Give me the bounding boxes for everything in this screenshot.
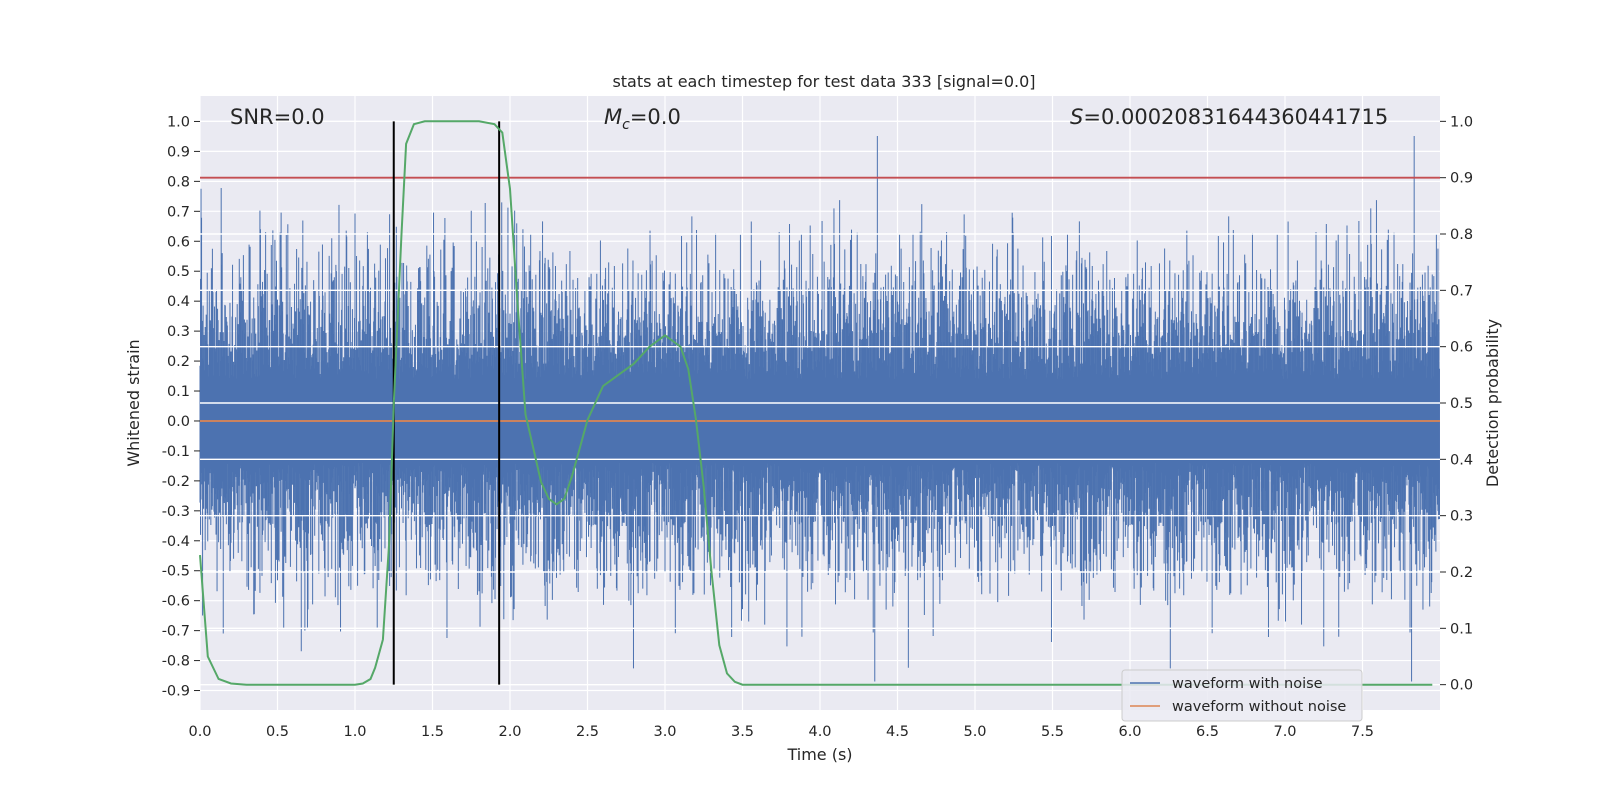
y2-tick-label: 0.3 [1450, 509, 1473, 525]
x-tick-label: 3.0 [653, 724, 676, 740]
x-axis-label: Time (s) [786, 745, 852, 764]
y2-axis-label: Detection probability [1483, 319, 1502, 487]
y2-tick-label: 0.9 [1450, 171, 1473, 187]
y-tick-label: 0.7 [167, 204, 190, 220]
x-tick-label: 2.5 [576, 724, 599, 740]
y-tick-label: -0.6 [162, 594, 190, 610]
x-tick-label: 5.0 [963, 724, 986, 740]
x-tick-label: 0.5 [266, 724, 289, 740]
y-tick-label: 0.6 [167, 234, 190, 250]
y-tick-label: -0.9 [162, 684, 190, 700]
x-axis-ticks: 0.0 0.5 1.0 1.5 2.0 2.5 3.0 3.5 4.0 4.5 5.0 5.5 6.0 6… [188, 724, 1374, 740]
legend: waveform with noise waveform without noi… [1121, 669, 1363, 722]
y-axis-ticks: 1.0 0.9 0.8 0.7 0.6 0.5 0.4 0.3 0.2 0.1 0.0 -0.1 -0.… [162, 114, 200, 700]
y-tick-label: 0.1 [167, 384, 190, 400]
y-tick-label: -0.5 [162, 564, 190, 580]
chirp-mass-value: =0.0 [630, 105, 681, 129]
y-tick-label: 0.3 [167, 324, 190, 340]
legend-box [1121, 669, 1363, 722]
x-tick-label: 4.0 [808, 724, 831, 740]
snr-annotation: SNR=0.0 [230, 105, 325, 129]
x-tick-label: 5.5 [1041, 724, 1064, 740]
x-tick-label: 2.0 [498, 724, 521, 740]
y-tick-label: 0.2 [167, 354, 190, 370]
x-tick-label: 3.5 [731, 724, 754, 740]
x-tick-label: 1.5 [421, 724, 444, 740]
x-tick-label: 7.0 [1273, 724, 1296, 740]
y-tick-label: 0.8 [167, 174, 190, 190]
y-tick-label: 0.4 [167, 294, 190, 310]
y2-tick-label: 0.1 [1450, 621, 1473, 637]
y-tick-label: -0.4 [162, 534, 190, 550]
y2-tick-label: 0.2 [1450, 565, 1473, 581]
legend-label-clean: waveform without noise [1172, 699, 1346, 715]
y-tick-label: 1.0 [167, 114, 190, 130]
y-tick-label: -0.7 [162, 624, 190, 640]
y2-tick-label: 0.4 [1450, 452, 1473, 468]
noise-trace [199, 135, 1440, 682]
chirp-mass-annotation: Mc=0.0 [604, 105, 681, 133]
chirp-mass-symbol: M [604, 105, 622, 129]
y2-tick-label: 0.8 [1450, 227, 1473, 243]
y-tick-label: 0.5 [167, 264, 190, 280]
x-tick-label: 0.0 [188, 724, 211, 740]
statistic-annotation: S=0.00020831644360441715 [1070, 105, 1388, 129]
series-waveform-with-noise [199, 120, 1440, 686]
y-tick-label: -0.8 [162, 654, 190, 670]
x-tick-label: 4.5 [886, 724, 909, 740]
y-tick-label: 0.9 [167, 144, 190, 160]
y-tick-label: -0.3 [162, 504, 190, 520]
y-tick-label: 0.0 [167, 414, 190, 430]
x-tick-label: 6.5 [1196, 724, 1219, 740]
y2-tick-label: 0.0 [1450, 678, 1473, 694]
x-tick-label: 6.0 [1118, 724, 1141, 740]
statistic-symbol: S [1070, 105, 1083, 129]
legend-label-noise: waveform with noise [1172, 676, 1323, 692]
y-axis-label: Whitened strain [124, 339, 143, 466]
y-tick-label: -0.1 [162, 444, 190, 460]
x-tick-label: 1.0 [343, 724, 366, 740]
y2-axis-ticks: 1.0 0.9 0.8 0.7 0.6 0.5 0.4 0.3 0.2 0.1 0.0 [1440, 114, 1473, 694]
x-tick-label: 7.5 [1351, 724, 1374, 740]
y2-tick-label: 0.6 [1450, 340, 1473, 356]
statistic-value: =0.00020831644360441715 [1083, 105, 1388, 129]
y2-tick-label: 1.0 [1450, 114, 1473, 130]
y2-tick-label: 0.5 [1450, 396, 1473, 412]
series-detection-probability [199, 120, 1433, 686]
chirp-mass-subscript: c [622, 117, 630, 133]
chart-title: stats at each timestep for test data 333… [612, 72, 1035, 91]
y2-tick-label: 0.7 [1450, 283, 1473, 299]
y-tick-label: -0.2 [162, 474, 190, 490]
